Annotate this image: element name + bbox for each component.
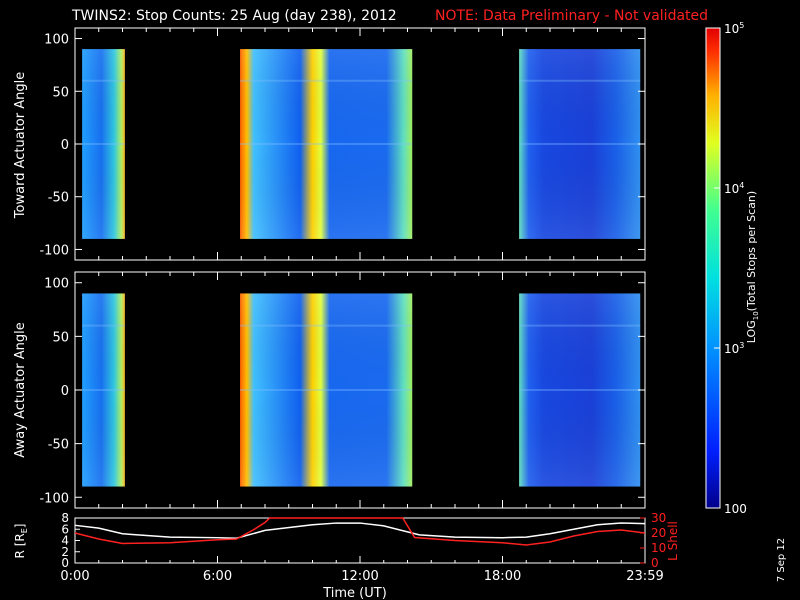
- heatmap-segment-shade: [240, 293, 413, 487]
- y-tick-label: 100: [44, 277, 69, 292]
- colorbar-tick-label: 103: [724, 341, 744, 356]
- x-tick-label: 23:59: [626, 569, 663, 584]
- left-y-tick-label: 2: [61, 545, 69, 559]
- x-tick-label: 6:00: [203, 569, 232, 584]
- colorbar-tick-label: 105: [724, 21, 744, 36]
- y-tick-label: -50: [48, 191, 69, 206]
- away-angle-panel: -100 -50 0 50 100: [39, 271, 646, 509]
- y-tick-label: 0: [61, 138, 69, 153]
- chart-title: TWINS2: Stop Counts: 25 Aug (day 238), 2…: [71, 8, 397, 24]
- heatmap-segment-shade: [519, 293, 641, 487]
- x-tick-label: 18:00: [484, 569, 521, 584]
- heatmap-segment-shade: [240, 49, 413, 239]
- y-tick-label: -100: [39, 491, 69, 506]
- right-y-tick-label: 20: [651, 526, 666, 540]
- left-y-tick-label: 0: [61, 556, 69, 570]
- x-tick-label: 0:00: [60, 569, 89, 584]
- heatmap-segment-shade: [82, 49, 125, 239]
- colorbar-tick-label: 104: [724, 181, 744, 196]
- toward-angle-axis-label: Toward Actuator Angle: [13, 72, 28, 219]
- time-axis-label: Time (UT): [322, 586, 387, 600]
- right-y-tick-label: 10: [651, 541, 666, 555]
- colorbar-tick-label: 100: [724, 502, 747, 516]
- x-tick-label: 12:00: [341, 569, 378, 584]
- left-y-tick-label: 6: [61, 522, 69, 536]
- date-stamp: 7 Sep 12: [776, 538, 787, 582]
- lshell-axis-label: L Shell: [666, 521, 680, 561]
- left-y-tick-label: 8: [61, 511, 69, 525]
- left-y-tick-label: 4: [61, 534, 69, 548]
- y-tick-label: 0: [61, 384, 69, 399]
- toward-angle-panel: -100 -50 0 50 100: [39, 27, 646, 261]
- y-tick-label: -100: [39, 243, 69, 258]
- colorbar-label: LOG10(Total Stops per Scan): [745, 191, 760, 343]
- colorbar-gradient: [705, 27, 721, 509]
- heatmap-segment-shade: [82, 293, 125, 487]
- y-tick-label: -50: [48, 438, 69, 453]
- right-y-tick-label: 30: [651, 511, 666, 525]
- y-tick-label: 50: [52, 330, 69, 345]
- y-tick-label: 100: [44, 33, 69, 48]
- lshell-series-line: [74, 517, 645, 546]
- y-tick-label: 50: [52, 85, 69, 100]
- away-angle-axis-label: Away Actuator Angle: [13, 322, 28, 457]
- preliminary-note: NOTE: Data Preliminary - Not validated: [435, 8, 708, 24]
- radius-axis-label: R [RE]: [13, 524, 29, 559]
- radius-series-line: [74, 522, 645, 540]
- right-y-tick-label: 0: [651, 556, 659, 570]
- heatmap-segment-shade: [519, 49, 641, 239]
- colorbar: 100 103 104 105: [705, 21, 747, 516]
